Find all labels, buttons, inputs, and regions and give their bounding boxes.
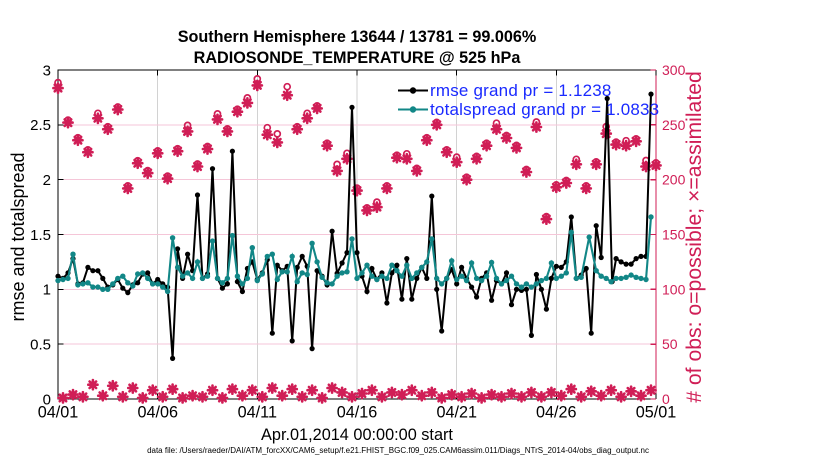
svg-text:1.5: 1.5 — [30, 227, 51, 244]
svg-text:Southern Hemisphere 13644 / 13: Southern Hemisphere 13644 / 13781 = 99.0… — [178, 28, 537, 46]
svg-text:04/16: 04/16 — [337, 404, 378, 422]
svg-text:04/01: 04/01 — [38, 404, 79, 422]
svg-text:250: 250 — [662, 117, 686, 133]
svg-text:50: 50 — [662, 336, 678, 352]
svg-text:0: 0 — [662, 391, 670, 407]
svg-text:04/26: 04/26 — [536, 404, 577, 422]
svg-text:200: 200 — [662, 172, 686, 188]
svg-text:RADIOSONDE_TEMPERATURE @ 525 h: RADIOSONDE_TEMPERATURE @ 525 hPa — [194, 49, 522, 67]
svg-text:totalspread grand pr = 1.0833: totalspread grand pr = 1.0833 — [430, 100, 659, 119]
svg-text:1: 1 — [43, 282, 51, 299]
svg-text:3: 3 — [43, 62, 51, 79]
svg-text:data file: /Users/raeder/DAI/A: data file: /Users/raeder/DAI/ATM_forcXX/… — [147, 446, 649, 455]
svg-text:# of obs: o=possible; ×=assimi: # of obs: o=possible; ×=assimilated — [683, 71, 706, 403]
svg-text:300: 300 — [662, 62, 686, 78]
svg-text:05/01: 05/01 — [636, 404, 677, 422]
svg-text:04/06: 04/06 — [137, 404, 178, 422]
svg-text:04/11: 04/11 — [238, 404, 277, 422]
svg-text:rmse grand pr = 1.1238: rmse grand pr = 1.1238 — [430, 81, 612, 100]
svg-text:Apr.01,2014 00:00:00 start: Apr.01,2014 00:00:00 start — [261, 426, 453, 444]
svg-text:100: 100 — [662, 281, 686, 297]
svg-text:2.5: 2.5 — [30, 117, 51, 134]
svg-text:04/21: 04/21 — [436, 404, 477, 422]
svg-text:0.5: 0.5 — [30, 337, 51, 354]
svg-text:0: 0 — [43, 391, 51, 408]
svg-text:rmse and totalspread: rmse and totalspread — [8, 152, 28, 321]
svg-text:2: 2 — [43, 172, 51, 189]
svg-text:150: 150 — [662, 227, 686, 243]
